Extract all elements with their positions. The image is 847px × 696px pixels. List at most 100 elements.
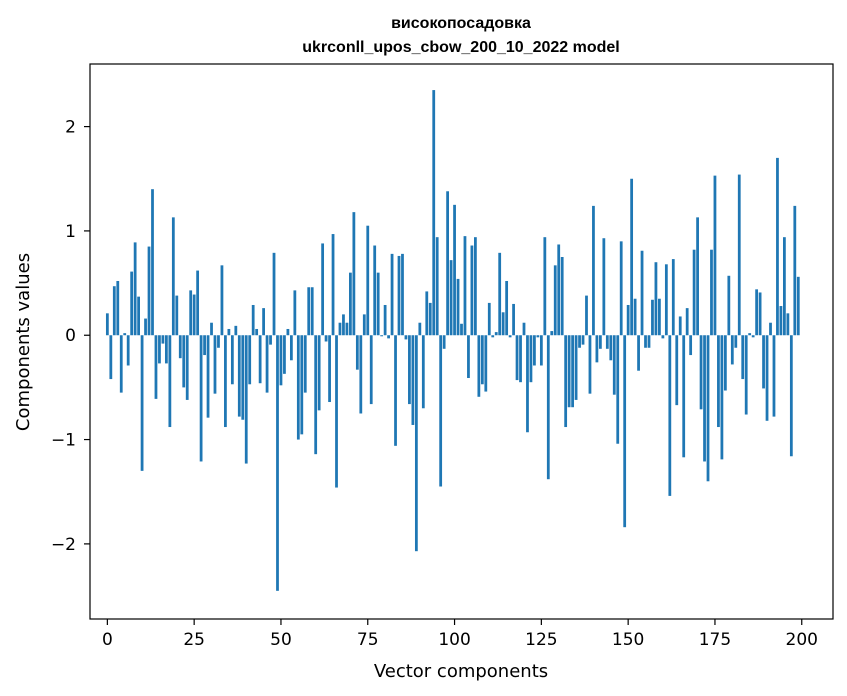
bar-component-154	[640, 250, 644, 336]
bar-component-115	[505, 280, 509, 336]
bar-component-48	[272, 252, 276, 336]
y-tick-label: −2	[51, 535, 76, 555]
bar-component-109	[484, 335, 488, 392]
y-axis-ticks: −2 −1 0 1 2	[51, 118, 90, 555]
bar-component-22	[182, 335, 186, 388]
bar-component-176	[717, 335, 720, 428]
bar-component-13	[151, 189, 154, 336]
bar-component-96	[439, 335, 443, 487]
bar-component-65	[331, 234, 335, 336]
bar-component-112	[494, 332, 498, 336]
bar-component-8	[133, 242, 137, 336]
chart-subtitle: ukrconll_upos_cbow_200_10_2022 model	[302, 39, 619, 56]
bars-group	[105, 90, 800, 591]
bar-component-69	[345, 322, 349, 336]
bar-component-92	[425, 291, 429, 336]
bar-component-152	[633, 298, 637, 336]
bar-component-88	[411, 335, 415, 425]
bar-component-177	[720, 335, 724, 460]
bar-component-62	[321, 243, 325, 336]
bar-component-73	[359, 335, 363, 414]
bar-component-19	[171, 217, 175, 336]
bar-component-28	[203, 335, 206, 356]
bar-component-43	[255, 328, 259, 336]
bar-component-72	[355, 335, 359, 370]
bar-component-29	[206, 335, 210, 418]
bar-component-102	[460, 323, 463, 336]
bar-component-17	[164, 335, 168, 364]
bar-component-78	[376, 272, 380, 336]
bar-component-157	[651, 299, 654, 336]
bar-component-50	[279, 335, 283, 386]
bar-component-140	[592, 205, 595, 336]
bar-component-143	[602, 238, 606, 336]
bar-component-79	[380, 335, 384, 337]
bar-component-84	[397, 255, 401, 336]
bar-component-146	[612, 335, 616, 395]
bar-component-24	[189, 290, 193, 336]
bar-component-126	[543, 237, 547, 336]
bar-component-95	[435, 237, 439, 336]
bar-component-116	[508, 335, 512, 338]
bar-component-77	[373, 245, 377, 336]
x-tick-label: 0	[102, 630, 113, 650]
bar-component-191	[769, 322, 772, 336]
bar-component-103	[463, 236, 467, 336]
bar-component-74	[362, 314, 366, 336]
bar-component-82	[390, 253, 394, 336]
bar-component-20	[175, 295, 179, 336]
bar-component-129	[553, 265, 557, 336]
bar-component-35	[227, 328, 231, 336]
bar-component-0	[105, 313, 109, 336]
bar-component-90	[418, 322, 422, 336]
x-tick-label: 200	[786, 630, 818, 650]
bar-component-32	[217, 335, 220, 348]
bar-component-41	[248, 335, 252, 385]
bar-component-111	[491, 335, 495, 338]
bar-component-11	[144, 318, 147, 336]
y-tick-label: −1	[51, 431, 76, 451]
bar-component-124	[536, 335, 540, 338]
bar-component-187	[755, 289, 759, 336]
bar-component-53	[289, 335, 293, 361]
x-tick-label: 25	[183, 630, 205, 650]
bar-component-76	[369, 335, 373, 405]
bar-component-188	[758, 292, 762, 336]
y-tick-label: 1	[65, 222, 76, 242]
bar-component-159	[658, 298, 661, 336]
bar-component-67	[338, 322, 342, 336]
bar-component-91	[421, 335, 425, 409]
bar-component-172	[703, 335, 706, 462]
bar-component-114	[501, 312, 505, 336]
bar-component-106	[474, 237, 477, 336]
bar-component-180	[730, 335, 734, 365]
bar-component-121	[526, 335, 529, 433]
bar-component-108	[480, 335, 484, 385]
bar-component-133	[567, 335, 571, 408]
bar-component-158	[654, 262, 658, 336]
bar-component-15	[158, 335, 161, 364]
bar-component-173	[706, 335, 710, 482]
bar-component-89	[414, 335, 418, 552]
x-tick-label: 175	[699, 630, 731, 650]
bar-component-165	[678, 316, 682, 336]
bar-component-183	[741, 335, 745, 380]
bar-component-45	[262, 308, 265, 336]
bar-component-194	[779, 306, 783, 336]
bar-component-149	[623, 335, 627, 528]
bar-component-86	[404, 335, 408, 340]
bar-component-164	[675, 335, 679, 406]
bar-component-163	[671, 259, 675, 336]
bar-component-93	[428, 302, 432, 336]
bar-component-68	[342, 314, 345, 336]
bar-component-44	[258, 335, 262, 384]
bar-component-23	[185, 335, 189, 400]
bar-component-184	[744, 335, 748, 415]
bar-component-141	[595, 335, 599, 363]
bar-component-4	[119, 335, 123, 393]
bar-component-162	[668, 335, 672, 496]
bar-component-175	[713, 175, 717, 336]
bar-component-33	[220, 265, 224, 336]
x-tick-label: 150	[612, 630, 644, 650]
bar-component-21	[178, 335, 182, 359]
